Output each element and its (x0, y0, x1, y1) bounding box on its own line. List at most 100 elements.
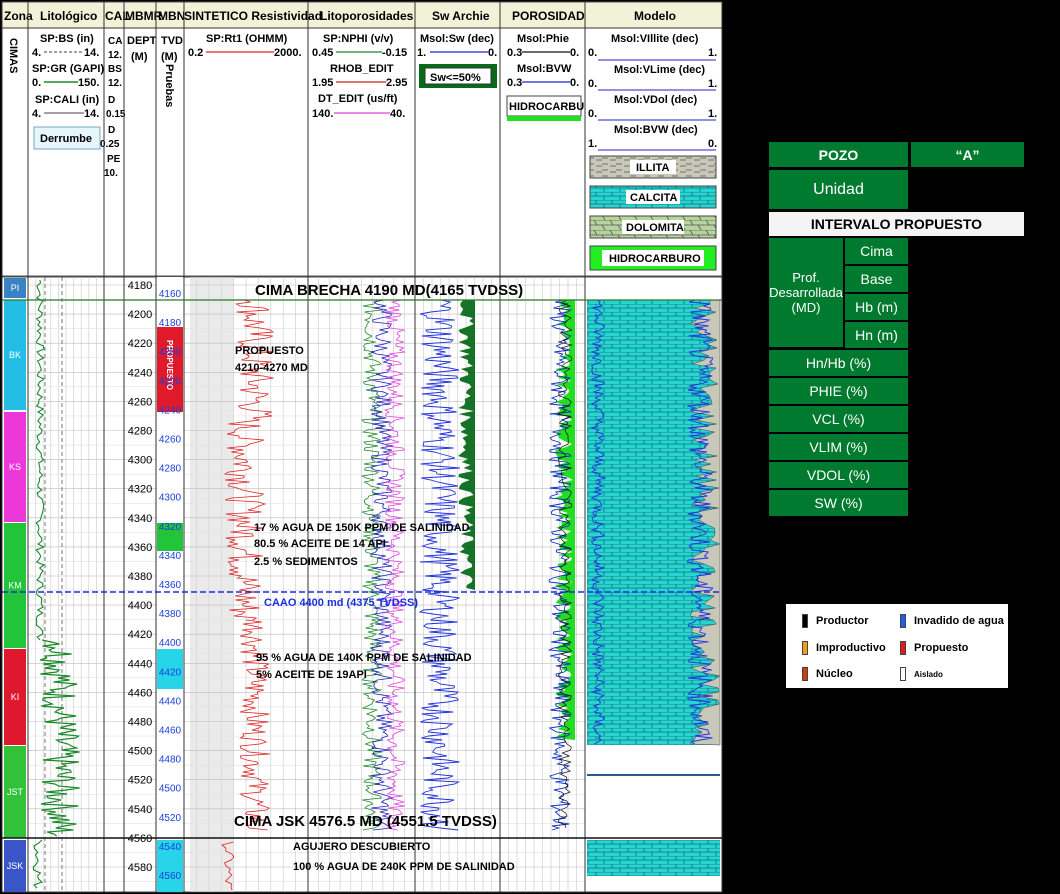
legend-aislado: Aislado (900, 667, 943, 681)
m-vdol-min: 0. (588, 108, 597, 120)
col-sw-archie-title: Sw Archie (432, 9, 490, 23)
sedimentos-annotation: 2.5 % SEDIMENTOS (254, 556, 358, 568)
md-tick-label: 4380 (128, 571, 152, 583)
sp-nphi-max: -0.15 (382, 47, 407, 59)
dt-min: 140. (312, 108, 333, 120)
md-tick-label: 4520 (128, 775, 152, 787)
tvd-label: TVD (161, 35, 183, 47)
cima-brecha-annotation: CIMA BRECHA 4190 MD(4165 TVDSS) (255, 282, 523, 299)
dept-label: DEPT (127, 35, 157, 47)
cima-jsk-annotation: CIMA JSK 4576.5 MD (4551.5 TVDSS) (234, 813, 497, 830)
rhob-max: 2.95 (386, 77, 407, 89)
cal-col-7: 0.25 (100, 139, 120, 150)
sp-cali-max: 14. (84, 108, 99, 120)
md-tick-label: 4220 (128, 338, 152, 350)
sw-label: SW (%) (769, 490, 908, 516)
intervalo-propuesto-header: INTERVALO PROPUESTO (769, 212, 1024, 236)
rhob-label: RHOB_EDIT (330, 63, 394, 75)
col-mbmr-title: MBMR (125, 9, 163, 23)
tvd-tick-label: 4200 (159, 347, 182, 358)
log-curve (35, 279, 46, 641)
pozo-value: “A” (911, 142, 1024, 167)
dolomita-label: DOLOMITA (626, 222, 684, 234)
sp-rt1-min: 0.2 (188, 47, 203, 59)
tvd-tick-label: 4360 (159, 580, 182, 591)
cal-col-0: CA (108, 36, 122, 47)
log-grid (28, 277, 585, 892)
aceite-annotation-1: 80.5 % ACEITE DE 14 API (254, 538, 386, 550)
vlim-label: VLIM (%) (769, 434, 908, 460)
sw-cut-box (424, 67, 492, 85)
tvd-tick-label: 4540 (159, 842, 182, 853)
pruebas-label: Pruebas (163, 64, 175, 107)
tvd-zone-marker (157, 840, 183, 892)
tvd-tick-label: 4280 (159, 464, 182, 475)
msol-bvw-max: 0. (570, 77, 579, 89)
dt-label: DT_EDIT (us/ft) (318, 93, 398, 105)
derrumbe-box (33, 126, 101, 150)
col-modelo-title: Modelo (634, 9, 676, 23)
illita-label: ILLITA (636, 162, 669, 174)
dept-unit: (M) (131, 51, 148, 63)
tvd-zone-marker (157, 523, 183, 551)
log-curve (383, 299, 407, 831)
sp-bs-label: SP:BS (in) (40, 33, 94, 45)
hn-hb-label: Hn/Hb (%) (769, 350, 908, 376)
md-tick-label: 4320 (128, 484, 152, 496)
log-curve (418, 299, 461, 831)
log-curve (221, 841, 235, 891)
agua-annotation-2: 95 % AGUA DE 140K PPM DE SALINIDAD (256, 652, 472, 664)
sp-cali-label: SP:CALI (in) (35, 94, 99, 106)
calcita-fill (587, 300, 720, 745)
msol-bvw-label: Msol:BVW (517, 63, 572, 75)
md-tick-label: 4540 (128, 804, 152, 816)
legend-nucleo: Núcleo (802, 667, 853, 681)
calcita-label: CALCITA (630, 192, 678, 204)
md-tick-label: 4600 (128, 891, 152, 894)
nucleo-swatch (802, 667, 808, 681)
cal-col-8: PE (107, 154, 121, 165)
log-curve (239, 619, 271, 831)
aislado-label: Aislado (914, 669, 943, 679)
m-vlime-min: 0. (588, 78, 597, 90)
zone-track: PI BK KS KM KI JST JSK (4, 278, 26, 892)
m-bvw-max: 0. (708, 138, 717, 150)
cal-col-4: D (108, 95, 115, 106)
md-tick-label: 4180 (128, 280, 152, 292)
sp-bs-max: 14. (84, 47, 99, 59)
cal-col-5: 0.15 (106, 109, 126, 120)
log-curve (39, 639, 81, 837)
unidad-label: Unidad (769, 170, 908, 209)
m-villite-max: 1. (708, 47, 717, 59)
log-curve (369, 299, 394, 831)
md-tick-label: 4300 (128, 455, 152, 467)
col-porosidad-title: POROSIDAD (512, 9, 585, 23)
cal-col-9: 10. (104, 168, 118, 179)
tvd-unit: (M) (161, 51, 178, 63)
sp-nphi-label: SP:NPHI (v/v) (323, 33, 394, 45)
md-tick-label: 4400 (128, 600, 152, 612)
col-mbn-title: MBN (158, 9, 185, 23)
legend-invadido: Invadido de agua (900, 614, 1004, 628)
agua-annotation-3: 100 % AGUA DE 240K PPM DE SALINIDAD (293, 861, 515, 873)
zone-block-km (4, 523, 26, 648)
legend-propuesto: Propuesto (900, 641, 968, 655)
log-curve (223, 299, 274, 621)
legend-improductivo: Improductivo (802, 641, 886, 655)
propuesto-label: Propuesto (914, 642, 969, 654)
tvd-tick-label: 4480 (159, 755, 182, 766)
productor-label: Productor (816, 615, 869, 627)
md-tick-label: 4580 (128, 862, 152, 874)
propuesto-swatch (900, 641, 906, 655)
md-tick-label: 4440 (128, 658, 152, 670)
invadido-label: Invadido de agua (914, 615, 1004, 627)
tvd-tick-label: 4380 (159, 609, 182, 620)
m-vdol-label: Msol:VDol (dec) (614, 94, 697, 106)
agua-annotation-1: 17 % AGUA DE 150K PPM DE SALINIDAD (254, 522, 470, 534)
msol-phie-max: 0. (570, 47, 579, 59)
derrumbe-label: Derrumbe (40, 133, 92, 145)
sp-bs-min: 4. (32, 47, 41, 59)
sp-cali-min: 4. (32, 108, 41, 120)
md-tick-label: 4280 (128, 426, 152, 438)
